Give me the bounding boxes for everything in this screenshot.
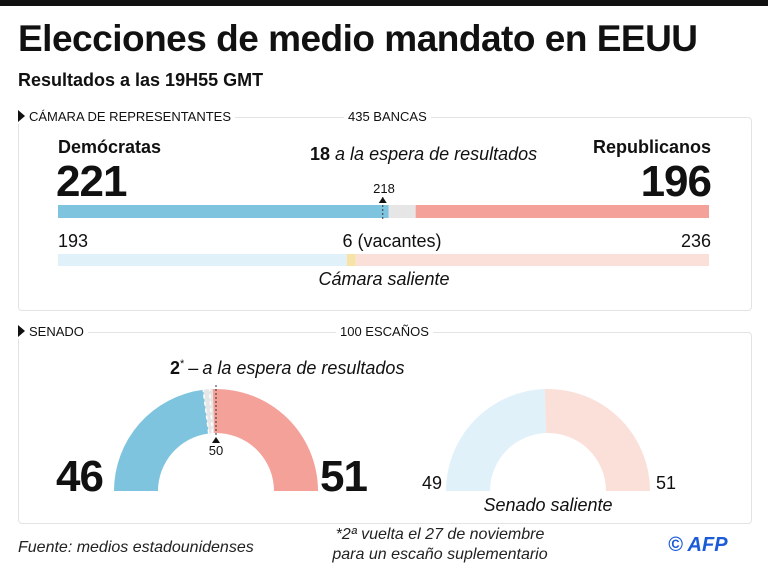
house-outgoing-dem-value: 193: [58, 231, 89, 251]
house-majority-label: 218: [373, 181, 395, 196]
senate-outgoing-rep-arc: [544, 389, 650, 491]
house-rep-value: 196: [640, 157, 712, 206]
house-rep-bar: [415, 205, 709, 218]
house-outgoing-label: Cámara saliente: [318, 269, 450, 289]
house-dem-label: Demócratas: [58, 137, 162, 157]
senate-outgoing-dem-arc: [446, 389, 547, 491]
page-subtitle: Resultados a las 19H55 GMT: [18, 70, 264, 90]
senate-outgoing-arc: [446, 389, 650, 491]
house-rep-label: Republicanos: [592, 137, 711, 157]
top-rule: [0, 0, 768, 6]
senate-pending: 2* – a la espera de resultados: [170, 358, 405, 378]
house-pending-number: 18: [310, 144, 331, 164]
house-outgoing-rep-value: 236: [680, 231, 711, 251]
senate-hemicycle-chart: [114, 385, 650, 491]
house-dem-bar: [58, 205, 389, 218]
footnote-line-1: *2ª vuelta el 27 de noviembre: [335, 526, 545, 543]
senate-outgoing-label: Senado saliente: [483, 495, 613, 515]
senate-dem-value: 46: [56, 452, 104, 501]
house-pending-text: a la espera de resultados: [335, 144, 538, 164]
page-title: Elecciones de medio mandato en EEUU: [18, 18, 698, 59]
senate-outgoing-rep-value: 51: [656, 473, 677, 493]
senate-pending-divider: [208, 389, 214, 434]
triangle-icon: [18, 110, 25, 122]
footnote-line-2: para un escaño suplementario: [332, 546, 548, 563]
house-bar-chart: [58, 197, 709, 266]
house-section-label: CÁMARA DE REPRESENTANTES: [18, 109, 236, 124]
house-vacant-label: 6 (vacantes): [342, 231, 442, 251]
house-pending: 18 a la espera de resultados: [310, 144, 537, 165]
house-outgoing-dem-bar: [58, 254, 347, 266]
source-note: Fuente: medios estadounidenses: [18, 539, 254, 556]
house-pending-bar: [388, 205, 416, 218]
senate-rep-arc: [212, 389, 318, 491]
majority-marker-icon: [378, 197, 387, 203]
senate-pending-number: 2: [170, 358, 181, 378]
senate-outgoing-dem-value: 49: [422, 473, 443, 493]
triangle-icon: [18, 325, 25, 337]
senate-pending-mark: *: [180, 358, 185, 370]
majority-marker-icon: [212, 437, 220, 443]
senate-pending-divider: [202, 389, 210, 434]
senate-pending-text: a la espera de resultados: [202, 358, 405, 378]
senate-current-arc: [114, 385, 318, 491]
house-seats-label: 435 BANCAS: [344, 109, 431, 124]
afp-logo: © AFP: [668, 534, 728, 556]
house-outgoing-vacant-bar: [346, 254, 356, 266]
senate-section-label: SENADO: [18, 324, 88, 339]
senate-majority-label: 50: [208, 443, 224, 458]
senate-seats-label: 100 ESCAÑOS: [336, 324, 433, 339]
senate-rep-value: 51: [320, 452, 368, 501]
footnote: *2ª vuelta el 27 de noviembre para un es…: [332, 525, 547, 565]
house-dem-value: 221: [56, 157, 127, 206]
house-outgoing-rep-bar: [355, 254, 709, 266]
senate-dem-arc: [114, 389, 209, 491]
